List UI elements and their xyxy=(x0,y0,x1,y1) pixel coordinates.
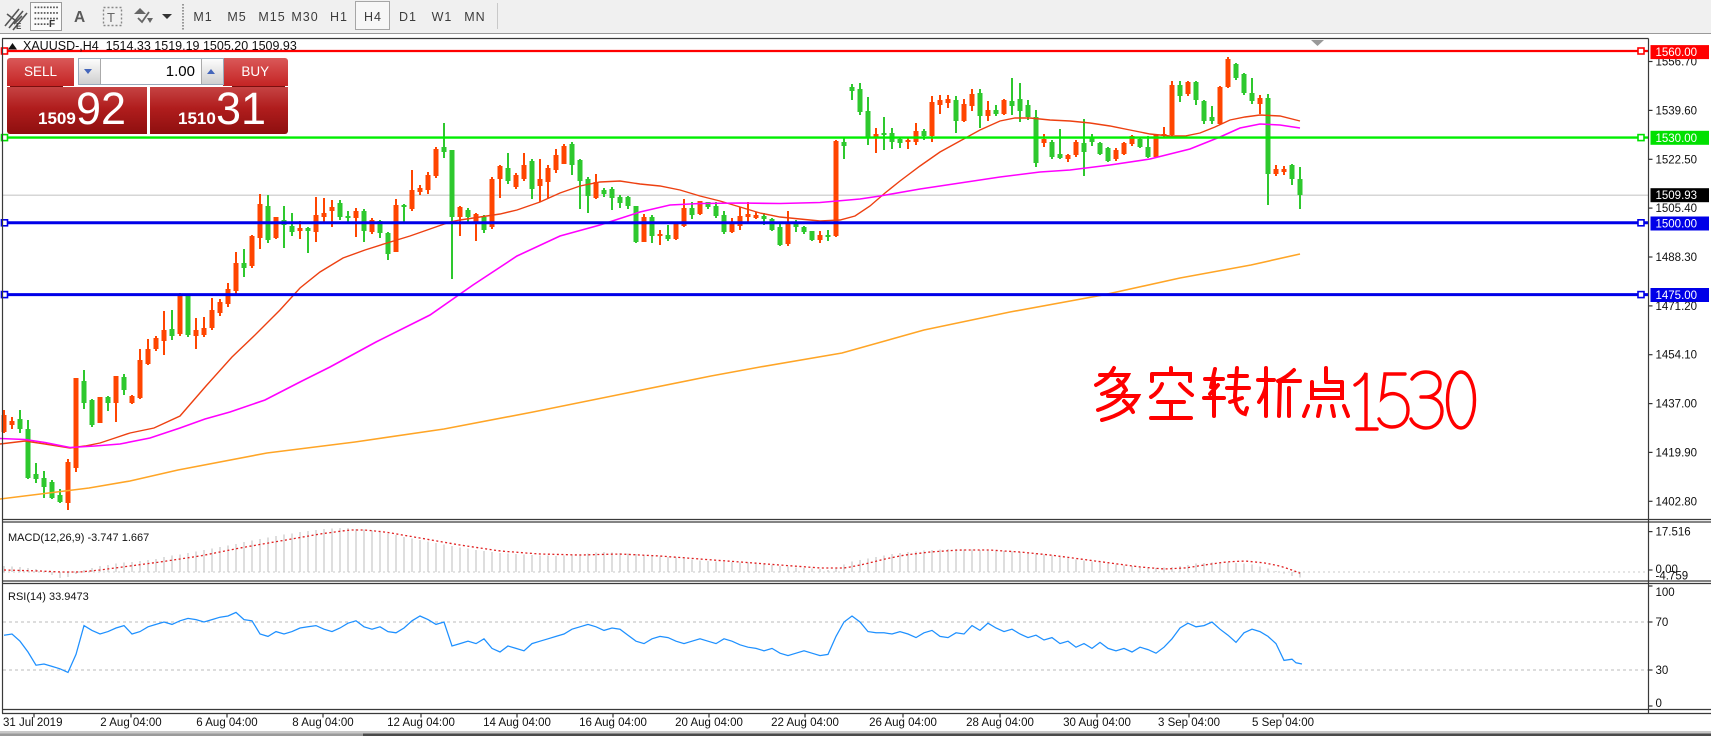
svg-text:1402.80: 1402.80 xyxy=(1656,496,1698,508)
svg-text:0.00: 0.00 xyxy=(1656,564,1678,576)
svg-text:M1: M1 xyxy=(193,10,212,24)
svg-text:M15: M15 xyxy=(258,10,285,24)
svg-text:T: T xyxy=(107,10,115,25)
svg-text:6 Aug 04:00: 6 Aug 04:00 xyxy=(196,717,257,729)
svg-text:0: 0 xyxy=(1656,698,1662,710)
svg-text:D1: D1 xyxy=(399,10,417,24)
svg-text:26 Aug 04:00: 26 Aug 04:00 xyxy=(869,717,937,729)
svg-text:16 Aug 04:00: 16 Aug 04:00 xyxy=(579,717,647,729)
svg-text:MN: MN xyxy=(464,10,485,24)
svg-text:1509.93: 1509.93 xyxy=(1656,190,1698,202)
svg-text:1471.20: 1471.20 xyxy=(1656,301,1698,313)
svg-text:100: 100 xyxy=(1656,587,1675,599)
svg-text:20 Aug 04:00: 20 Aug 04:00 xyxy=(675,717,743,729)
svg-text:30: 30 xyxy=(1656,665,1669,677)
svg-text:28 Aug 04:00: 28 Aug 04:00 xyxy=(966,717,1034,729)
svg-text:H4: H4 xyxy=(364,10,382,24)
svg-text:1475.00: 1475.00 xyxy=(1656,290,1698,302)
svg-text:1530.00: 1530.00 xyxy=(1656,133,1698,145)
svg-text:1505.40: 1505.40 xyxy=(1656,203,1698,215)
svg-text:1500.00: 1500.00 xyxy=(1656,219,1698,231)
svg-text:12 Aug 04:00: 12 Aug 04:00 xyxy=(387,717,455,729)
svg-text:XAUUSD-,H4 1514.33 1519.19 15: XAUUSD-,H4 1514.33 1519.19 1505.20 1509.… xyxy=(23,39,297,53)
svg-text:F: F xyxy=(49,19,55,30)
svg-text:M5: M5 xyxy=(227,10,246,24)
svg-text:MACD(12,26,9) -3.747 1.667: MACD(12,26,9) -3.747 1.667 xyxy=(8,532,149,544)
svg-text:17.516: 17.516 xyxy=(1656,527,1691,539)
svg-text:1419.90: 1419.90 xyxy=(1656,447,1698,459)
svg-text:E: E xyxy=(16,22,22,31)
svg-text:-4.759: -4.759 xyxy=(1656,571,1689,583)
svg-text:14 Aug 04:00: 14 Aug 04:00 xyxy=(483,717,551,729)
svg-text:8 Aug 04:00: 8 Aug 04:00 xyxy=(292,717,353,729)
svg-text:1454.10: 1454.10 xyxy=(1656,350,1698,362)
svg-text:1488.30: 1488.30 xyxy=(1656,252,1698,264)
svg-text:1556.70: 1556.70 xyxy=(1656,57,1698,69)
svg-text:30 Aug 04:00: 30 Aug 04:00 xyxy=(1063,717,1131,729)
svg-text:W1: W1 xyxy=(432,10,453,24)
svg-text:3 Sep 04:00: 3 Sep 04:00 xyxy=(1158,717,1220,729)
svg-text:M30: M30 xyxy=(291,10,318,24)
svg-text:1437.00: 1437.00 xyxy=(1656,399,1698,411)
svg-text:22 Aug 04:00: 22 Aug 04:00 xyxy=(771,717,839,729)
svg-text:2 Aug 04:00: 2 Aug 04:00 xyxy=(100,717,161,729)
svg-text:RSI(14) 33.9473: RSI(14) 33.9473 xyxy=(8,591,89,603)
svg-text:70: 70 xyxy=(1656,617,1669,629)
svg-text:5 Sep 04:00: 5 Sep 04:00 xyxy=(1252,717,1314,729)
svg-text:1539.60: 1539.60 xyxy=(1656,105,1698,117)
svg-text:H1: H1 xyxy=(330,10,348,24)
svg-text:1560.00: 1560.00 xyxy=(1656,47,1698,59)
svg-text:A: A xyxy=(74,9,85,26)
svg-text:31 Jul 2019: 31 Jul 2019 xyxy=(3,717,62,729)
svg-text:1522.50: 1522.50 xyxy=(1656,154,1698,166)
